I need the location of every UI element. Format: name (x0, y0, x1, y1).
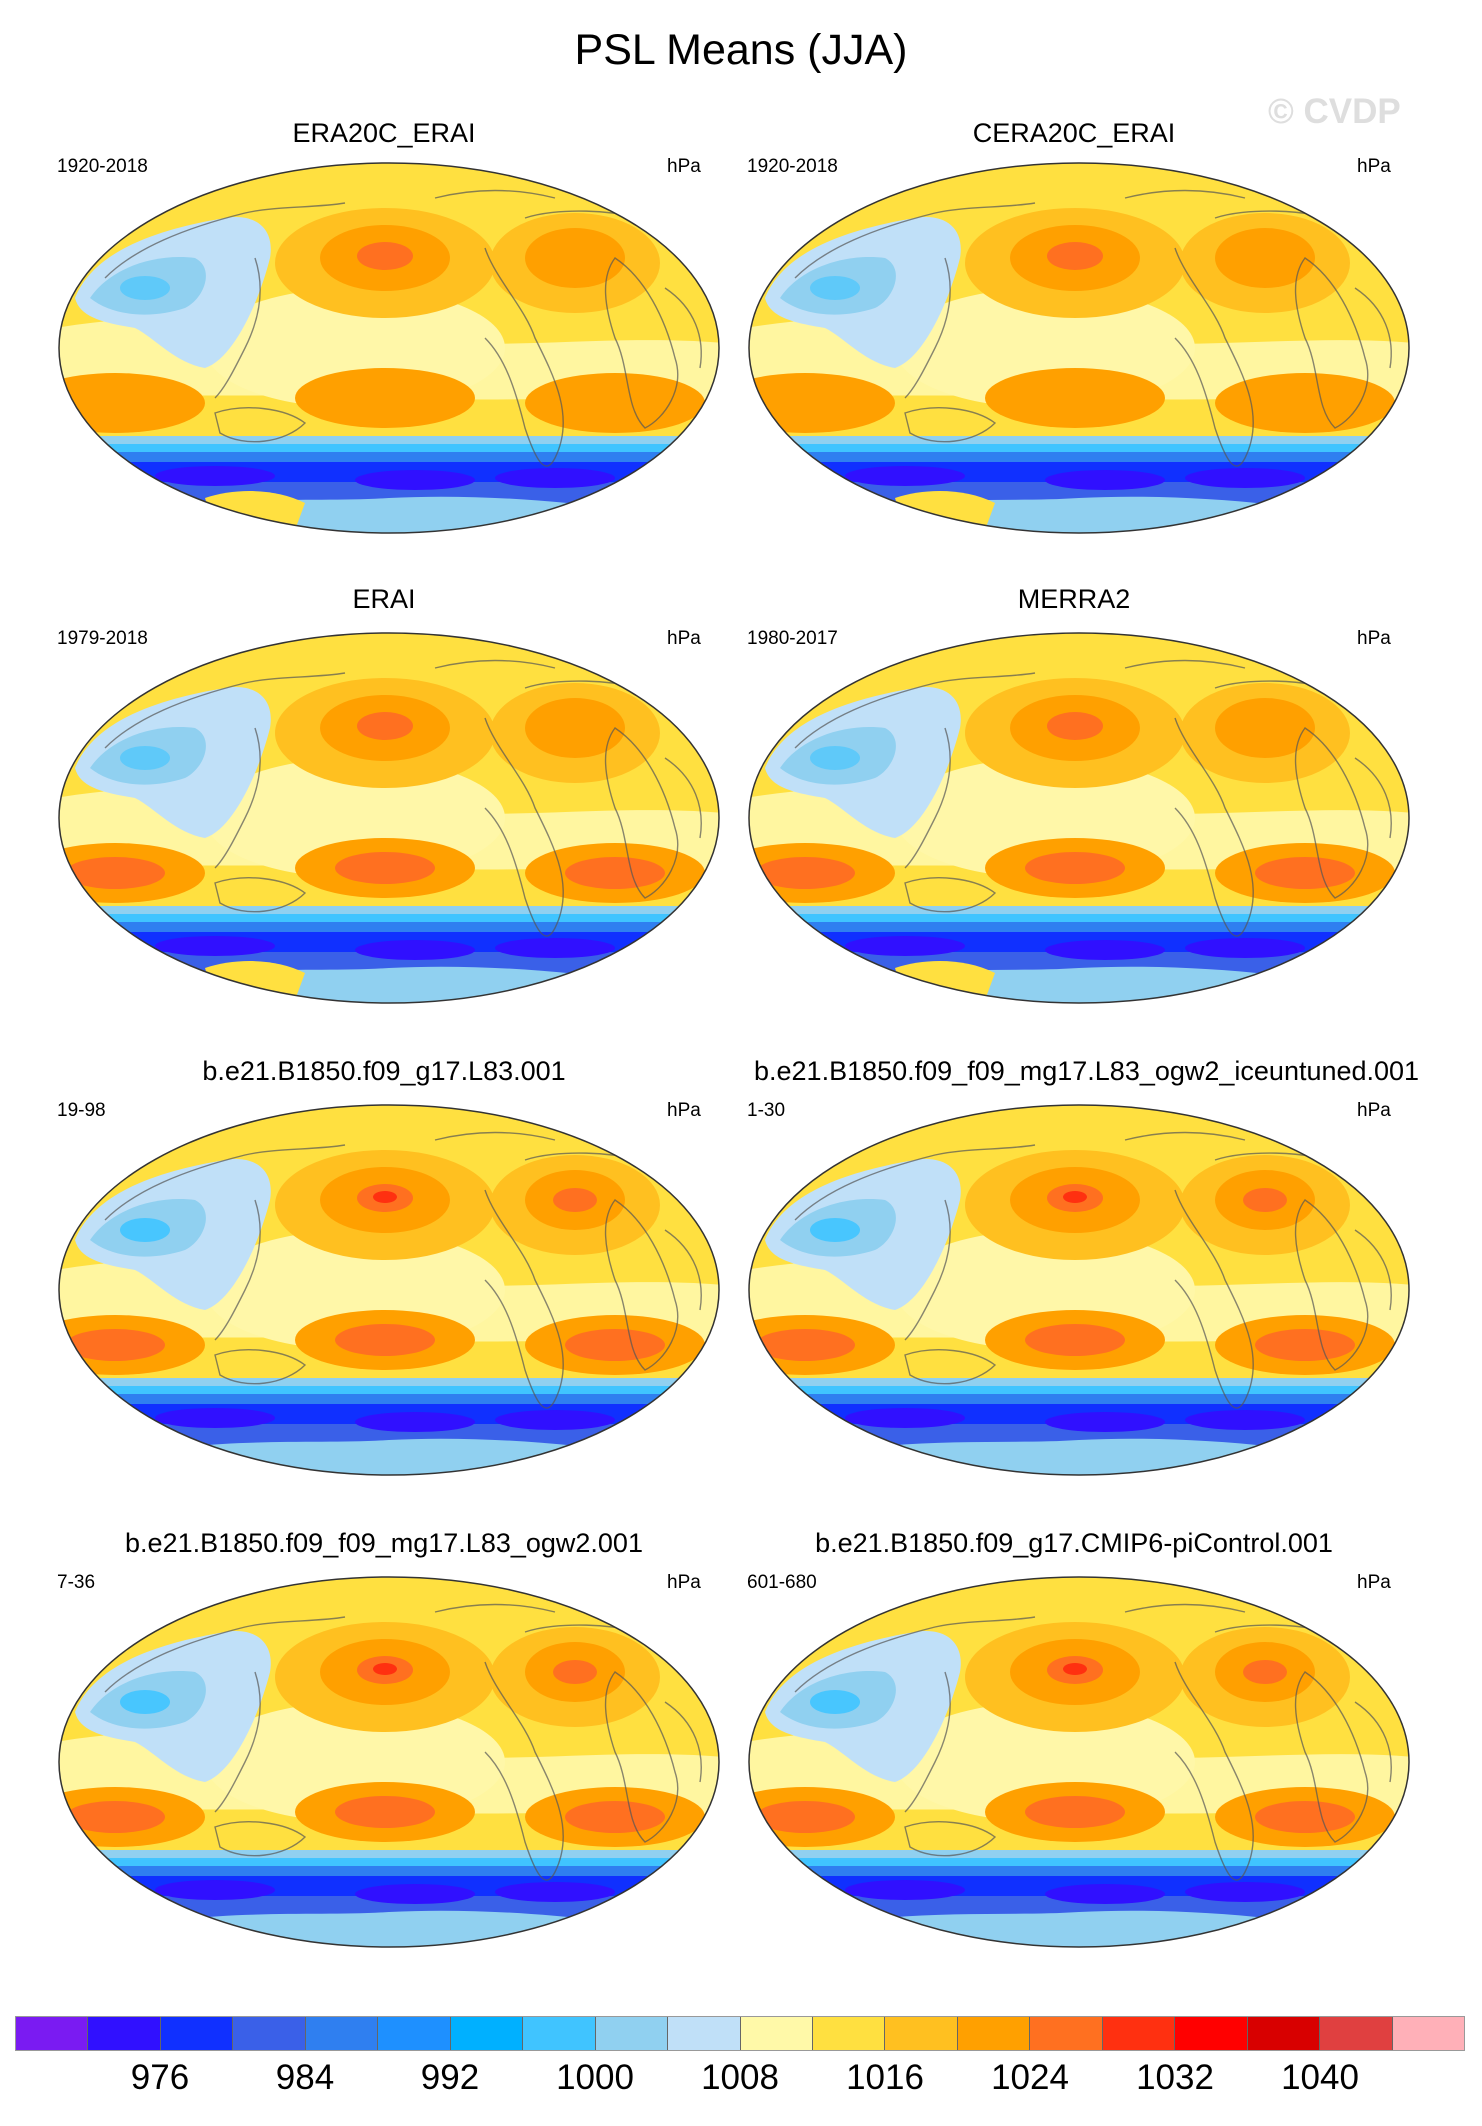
panel-units-label: hPa (667, 1572, 701, 1593)
panel-units-label: hPa (1357, 628, 1391, 649)
psl-map (748, 632, 1410, 1004)
colorbar-swatch (450, 2017, 524, 2050)
colorbar-tick-label: 1000 (556, 2058, 634, 2097)
panel-years-label: 1920-2018 (57, 156, 148, 177)
psl-map (748, 1104, 1410, 1476)
panel-years-label: 1979-2018 (57, 628, 148, 649)
colorbar-swatch (1102, 2017, 1176, 2050)
colorbar-tick-label: 1032 (1136, 2058, 1214, 2097)
colorbar-tick-label: 984 (275, 2058, 335, 2097)
colorbar-swatch (16, 2017, 89, 2050)
colorbar-swatch (378, 2017, 451, 2050)
psl-map (748, 162, 1410, 534)
panel-title: b.e21.B1850.f09_f09_mg17.L83_ogw2_iceunt… (754, 1056, 1420, 1086)
psl-map (748, 1576, 1410, 1948)
panel-years-label: 601-680 (747, 1572, 817, 1593)
colorbar-swatch (1175, 2017, 1248, 2050)
colorbar-swatch (595, 2017, 669, 2050)
colorbar-swatch (668, 2017, 741, 2050)
colorbar-swatch (1030, 2017, 1103, 2050)
psl-map (58, 162, 720, 534)
colorbar-tick-label: 1024 (991, 2058, 1069, 2097)
panel-title: b.e21.B1850.f09_f09_mg17.L83_ogw2.001 (125, 1528, 643, 1558)
colorbar-swatch (1392, 2017, 1465, 2050)
colorbar-swatch (233, 2017, 306, 2050)
panel-units-label: hPa (1357, 1100, 1391, 1121)
panel-title: b.e21.B1850.f09_g17.CMIP6-piControl.001 (815, 1528, 1333, 1558)
colorbar-tick-label: 1016 (846, 2058, 924, 2097)
panel-units-label: hPa (667, 156, 701, 177)
panel-units-label: hPa (1357, 1572, 1391, 1593)
colorbar-swatch (885, 2017, 958, 2050)
panel-units-label: hPa (1357, 156, 1391, 177)
panel-units-label: hPa (667, 628, 701, 649)
colorbar (15, 2016, 1465, 2051)
psl-map (58, 1576, 720, 1948)
colorbar-tick-label: 1008 (701, 2058, 779, 2097)
psl-map (58, 1104, 720, 1476)
panel-units-label: hPa (667, 1100, 701, 1121)
colorbar-swatch (305, 2017, 379, 2050)
panel-title: b.e21.B1850.f09_g17.L83.001 (202, 1056, 566, 1086)
colorbar-swatch (523, 2017, 596, 2050)
figure-title: PSL Means (JJA) (574, 26, 908, 74)
panel-title: CERA20C_ERAI (972, 118, 1176, 148)
panel-years-label: 1920-2018 (747, 156, 838, 177)
colorbar-swatch (812, 2017, 886, 2050)
panel-title: ERAI (352, 584, 416, 614)
colorbar-tick-label: 1040 (1281, 2058, 1359, 2097)
psl-map (58, 632, 720, 1004)
colorbar-swatch (1320, 2017, 1393, 2050)
panel-years-label: 19-98 (57, 1100, 106, 1121)
watermark: © CVDP (1268, 92, 1401, 131)
colorbar-swatch (740, 2017, 813, 2050)
panel-years-label: 1980-2017 (747, 628, 838, 649)
panel-years-label: 1-30 (747, 1100, 786, 1121)
colorbar-tick-label: 976 (130, 2058, 190, 2097)
panel-title: ERA20C_ERAI (292, 118, 476, 148)
panel-years-label: 7-36 (57, 1572, 96, 1593)
colorbar-tick-label: 992 (420, 2058, 480, 2097)
panel-title: MERRA2 (1017, 584, 1131, 614)
colorbar-swatch (88, 2017, 161, 2050)
colorbar-swatch (957, 2017, 1031, 2050)
colorbar-swatch (1247, 2017, 1321, 2050)
colorbar-swatch (160, 2017, 234, 2050)
